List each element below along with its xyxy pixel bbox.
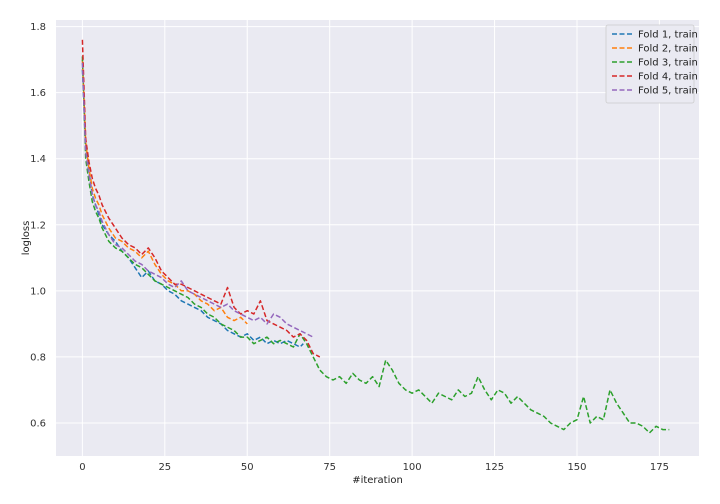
- series-line-fold-5: [81, 62, 314, 338]
- series-line-fold-3: [81, 56, 670, 434]
- x-tick-label: 25: [158, 462, 171, 473]
- y-tick-label: 1.6: [30, 88, 46, 99]
- x-tick-label: 175: [650, 462, 669, 473]
- plot-background: [56, 20, 699, 456]
- series-lines: [81, 39, 670, 434]
- y-axis-label: logloss: [21, 221, 32, 256]
- x-tick-label: 50: [241, 462, 254, 473]
- series-line-fold-1: [81, 69, 304, 348]
- y-tick-label: 0.8: [30, 352, 46, 363]
- x-axis-label: #iteration: [352, 475, 403, 486]
- x-tick-label: 150: [567, 462, 586, 473]
- legend-label: Fold 1, train: [638, 30, 698, 41]
- legend-label: Fold 5, train: [638, 86, 698, 97]
- y-tick-label: 1.2: [30, 220, 46, 231]
- x-ticks: 0 25 50 75 100 125 150 175: [79, 462, 669, 473]
- x-tick-label: 125: [485, 462, 504, 473]
- x-tick-label: 75: [323, 462, 336, 473]
- y-tick-label: 1.0: [30, 286, 46, 297]
- y-tick-label: 1.8: [30, 22, 46, 33]
- legend-label: Fold 4, train: [638, 72, 698, 83]
- legend: Fold 1, train Fold 2, train Fold 3, train F…: [605, 24, 698, 104]
- legend-label: Fold 2, train: [638, 44, 698, 55]
- legend-label: Fold 3, train: [638, 58, 698, 69]
- legend-box: [605, 24, 695, 104]
- y-tick-label: 1.4: [30, 154, 46, 165]
- x-tick-label: 100: [403, 462, 422, 473]
- series-line-fold-2: [81, 59, 248, 325]
- y-ticks: 0.6 0.8 1.0 1.2 1.4 1.6 1.8: [30, 22, 46, 429]
- series-line-fold-4: [81, 39, 321, 358]
- y-tick-label: 0.6: [30, 418, 46, 429]
- grid: [56, 20, 699, 456]
- x-tick-label: 0: [79, 462, 85, 473]
